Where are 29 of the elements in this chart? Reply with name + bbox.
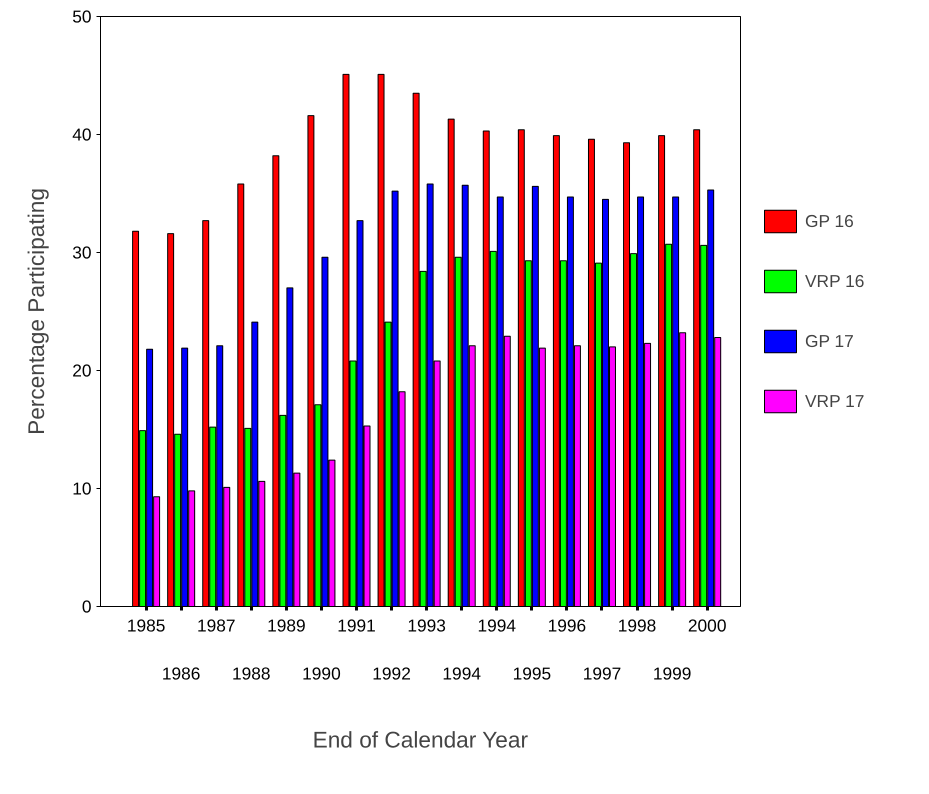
x-tick-label: 1996: [548, 616, 586, 636]
x-tick-label: 1993: [407, 616, 446, 636]
x-tick-label: 1997: [582, 664, 622, 684]
y-axis-title: Percentage Participating: [23, 188, 50, 435]
x-tick-label: 2000: [688, 616, 726, 636]
x-tick-label: 1989: [267, 616, 306, 636]
x-tick-label: 1999: [652, 664, 692, 684]
x-tick-label: 1987: [196, 616, 236, 636]
x-tick-label: 1988: [232, 664, 271, 684]
x-tick-label: 1992: [372, 664, 411, 684]
x-axis-title: End of Calendar Year: [312, 726, 528, 752]
y-tick-label: 40: [72, 124, 92, 144]
y-tick-label: 50: [72, 6, 92, 26]
x-tick-label: 1995: [512, 664, 552, 684]
x-tick-label: 1998: [618, 616, 656, 636]
x-tick-label: 1985: [126, 616, 166, 636]
x-tick-label: 1994: [478, 616, 516, 636]
legend-label: VRP 17: [805, 390, 864, 412]
y-tick-label: 20: [72, 360, 92, 380]
legend-label: VRP 16: [805, 270, 864, 292]
legend-label: GP 17: [805, 330, 854, 352]
y-tick-label: 30: [72, 242, 92, 262]
y-tick-label: 10: [72, 478, 92, 498]
x-tick-label: 1994: [442, 664, 482, 684]
x-tick-label: 1990: [302, 664, 341, 684]
x-tick-label: 1991: [337, 616, 376, 636]
legend-label: GP 16: [805, 210, 854, 232]
y-tick-label: 0: [82, 596, 92, 616]
x-tick-label: 1986: [162, 664, 200, 684]
